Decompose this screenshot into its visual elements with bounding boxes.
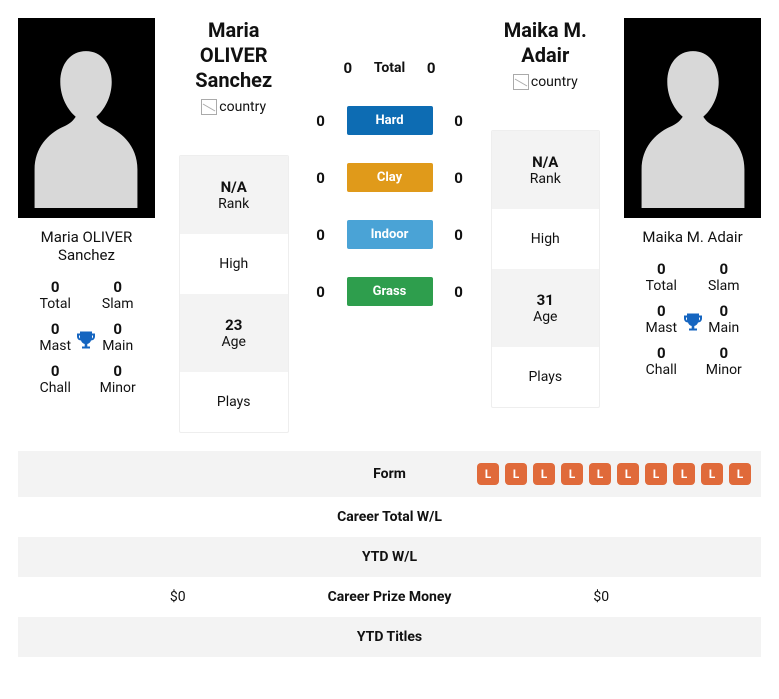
info-col-right: Maika M. Adair country N/ARank High 31Ag… <box>491 18 601 408</box>
h2h-row-total: 0 Total 0 <box>313 58 467 78</box>
form-chip: L <box>645 463 667 485</box>
h2h-column: 0 Total 0 0 Hard 0 0 Clay 0 0 Indoor 0 0… <box>313 18 467 306</box>
country-flag-left: country <box>201 99 266 115</box>
title-categories-left: 0Total 0Slam 0Mast 0Main 0Chall 0Minor <box>18 274 155 412</box>
trophy-icon <box>681 312 705 340</box>
player-name-right: Maika M. Adair <box>624 218 761 256</box>
compare-row-form: Form LLLLLLLLLL <box>18 451 761 497</box>
h2h-row-clay: 0 Clay 0 <box>313 163 467 192</box>
compare-row-prize-money: $0 Career Prize Money $0 <box>18 577 761 617</box>
form-chips: LLLLLLLLLL <box>406 463 751 485</box>
stat-list-left: N/ARank High 23Age Plays <box>179 155 289 433</box>
compare-row-ytd-titles: YTD Titles <box>18 617 761 657</box>
h2h-row-indoor: 0 Indoor 0 <box>313 220 467 249</box>
player-heading-right[interactable]: Maika M. Adair <box>491 18 601 68</box>
player-card-right: Maika M. Adair 0Total 0Slam 0Mast 0Main … <box>624 18 761 394</box>
form-chip: L <box>673 463 695 485</box>
form-chip: L <box>701 463 723 485</box>
broken-image-icon <box>513 74 529 90</box>
info-col-left: Maria OLIVER Sanchez country N/ARank Hig… <box>179 18 289 433</box>
player-card-left: Maria OLIVER Sanchez 0Total 0Slam 0Mast … <box>18 18 155 412</box>
h2h-row-grass: 0 Grass 0 <box>313 277 467 306</box>
trophy-icon <box>74 330 98 358</box>
form-chip: L <box>617 463 639 485</box>
player-heading-left[interactable]: Maria OLIVER Sanchez <box>179 18 289 93</box>
form-chip: L <box>729 463 751 485</box>
avatar-left <box>18 18 155 218</box>
compare-row-career-wl: Career Total W/L <box>18 497 761 537</box>
title-categories-right: 0Total 0Slam 0Mast 0Main 0Chall 0Minor <box>624 256 761 394</box>
player-name-left: Maria OLIVER Sanchez <box>18 218 155 274</box>
form-chip: L <box>505 463 527 485</box>
compare-row-ytd-wl: YTD W/L <box>18 537 761 577</box>
stat-list-right: N/ARank High 31Age Plays <box>491 130 601 408</box>
avatar-right <box>624 18 761 218</box>
broken-image-icon <box>201 99 217 115</box>
form-chip: L <box>533 463 555 485</box>
form-chip: L <box>561 463 583 485</box>
country-flag-right: country <box>513 74 578 90</box>
form-chip: L <box>477 463 499 485</box>
h2h-row-hard: 0 Hard 0 <box>313 106 467 135</box>
compare-table: Form LLLLLLLLLL Career Total W/L YTD W/L… <box>0 451 779 675</box>
form-chip: L <box>589 463 611 485</box>
